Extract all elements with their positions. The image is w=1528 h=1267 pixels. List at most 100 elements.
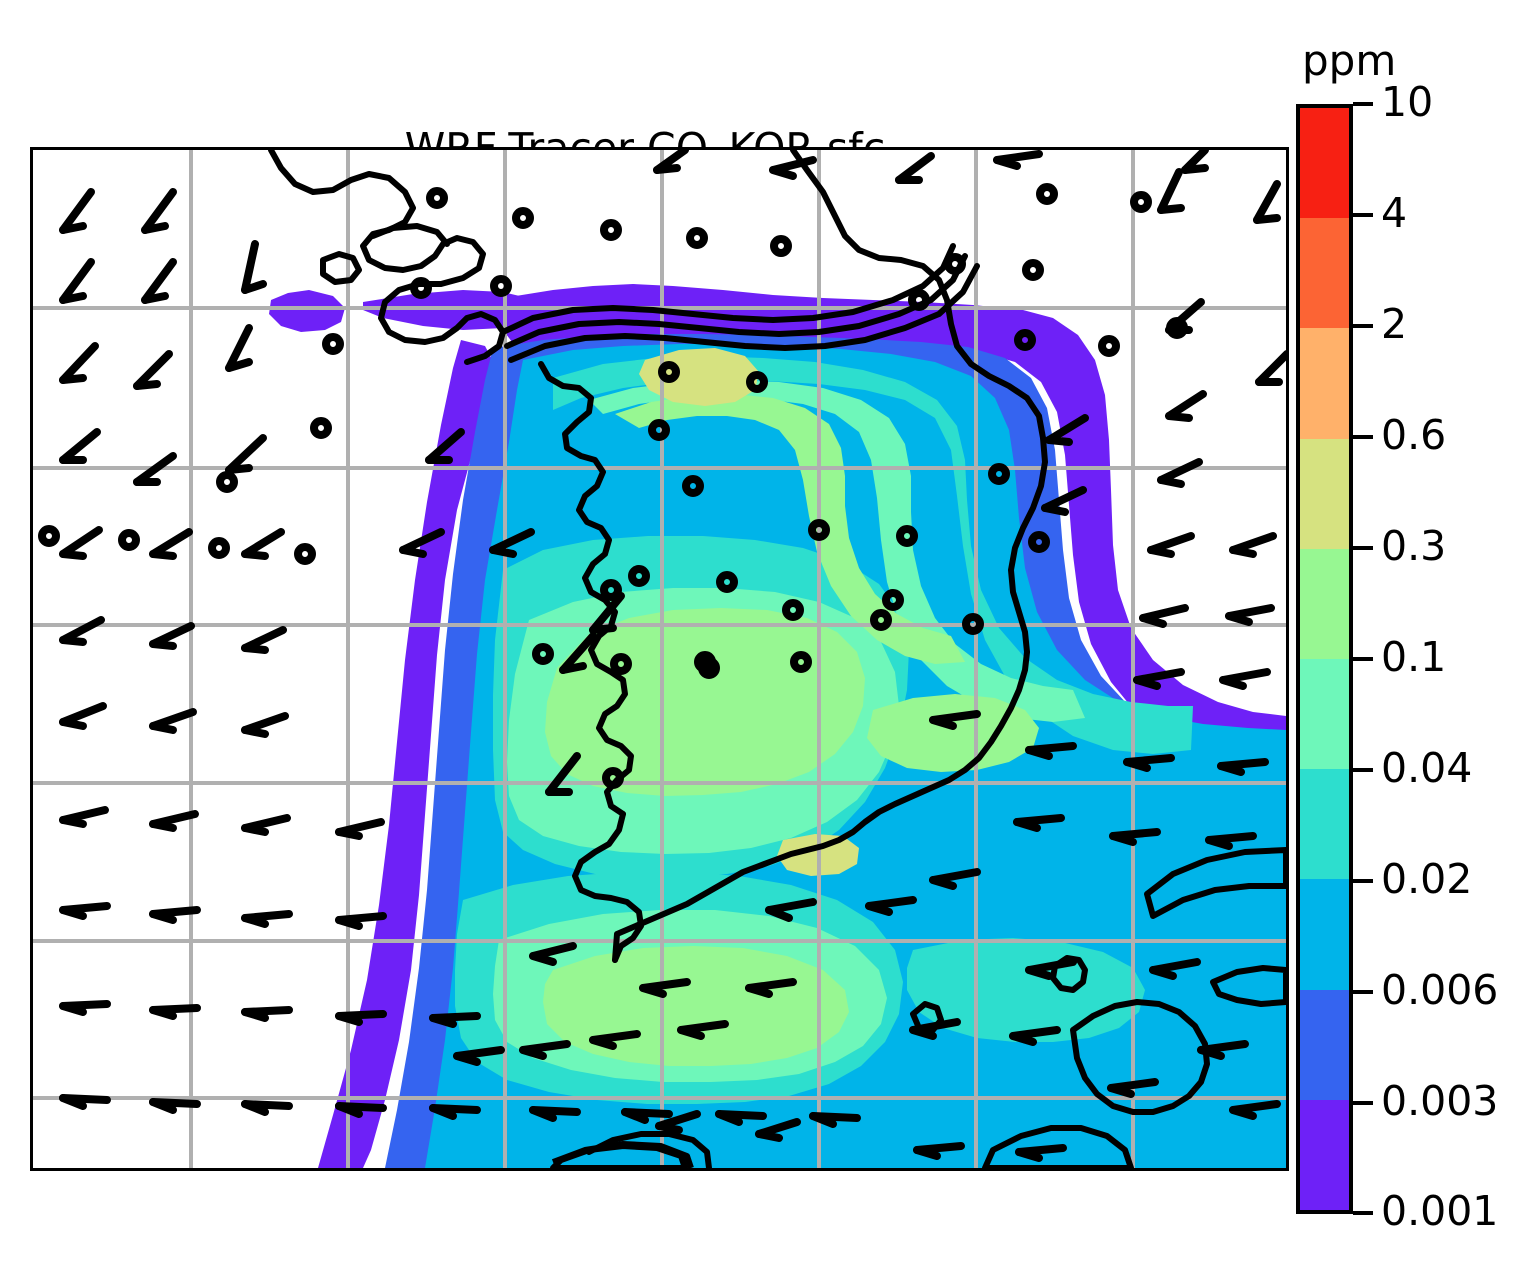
- wind-barb: [1149, 958, 1201, 980]
- contour-band-0.001: [269, 284, 1286, 1168]
- wind-barb: [545, 752, 581, 796]
- colorbar-tick-label: 0.3: [1381, 522, 1447, 570]
- wind-barb: [1015, 1144, 1067, 1162]
- calm-circle: [512, 207, 534, 229]
- calm-circle: [118, 529, 140, 551]
- colorbar-tick: [1353, 657, 1373, 661]
- colorbar-unit-label: ppm: [1302, 36, 1397, 85]
- wind-barb: [1107, 1078, 1159, 1098]
- wind-barb: [141, 258, 177, 304]
- calm-circle: [686, 227, 708, 249]
- wind-barb: [149, 1098, 201, 1114]
- calm-circle: [410, 277, 432, 299]
- wind-barb: [677, 1020, 729, 1040]
- calm-circle: [694, 651, 716, 673]
- colorbar-tick-label: 0.003: [1381, 1077, 1499, 1125]
- calm-circle: [322, 333, 344, 355]
- calm-circle: [208, 537, 230, 559]
- wind-barb: [1123, 754, 1175, 772]
- wind-barb: [1205, 832, 1257, 850]
- colorbar-tick: [1353, 213, 1373, 217]
- colorbar-tick-label: 0.04: [1381, 744, 1473, 792]
- border-dmz-line-3: [508, 263, 980, 363]
- colorbar-band: [1300, 769, 1349, 880]
- wind-barb: [59, 1094, 111, 1110]
- wind-barb: [149, 1004, 201, 1020]
- wind-barb: [519, 1040, 571, 1060]
- calm-circle: [610, 653, 632, 675]
- calm-circle: [782, 599, 804, 621]
- wind-barb: [453, 1046, 505, 1066]
- wind-barb: [59, 342, 99, 384]
- wind-barb: [1025, 742, 1077, 760]
- border-dmz-line-1: [500, 243, 956, 335]
- coastline-shandong-peninsula: [320, 251, 362, 285]
- coastline-china-se: [586, 1131, 712, 1168]
- calm-circle: [532, 643, 554, 665]
- calm-circle: [716, 571, 738, 593]
- coastline-japan-south-islands: [982, 1125, 1134, 1168]
- wind-barb: [59, 1000, 111, 1016]
- colorbar-tick: [1353, 1211, 1373, 1215]
- wind-barb: [745, 978, 797, 998]
- wind-barb: [149, 622, 195, 650]
- colorbar-tick-label: 0.001: [1381, 1187, 1499, 1235]
- map-gridlines: [33, 150, 1286, 1168]
- wind-barb: [1229, 1100, 1281, 1120]
- calm-circle: [38, 525, 60, 547]
- colorbar-tick: [1353, 102, 1373, 106]
- calm-circle: [310, 417, 332, 439]
- wind-barb: [149, 810, 199, 832]
- calm-circle: [944, 253, 966, 275]
- wind-barb: [429, 1012, 481, 1028]
- calm-circle: [1022, 259, 1044, 281]
- colorbar-tick: [1353, 768, 1373, 772]
- wind-barb: [1133, 668, 1185, 690]
- wind-barb: [715, 1110, 767, 1126]
- coastline-sk-west: [538, 361, 634, 817]
- colorbar-tick: [1353, 324, 1373, 328]
- wind-barb: [335, 1010, 387, 1026]
- wind-barb: [909, 1018, 961, 1040]
- wind-barb: [241, 910, 293, 928]
- wind-barb: [1229, 532, 1277, 558]
- wind-barb: [59, 188, 95, 234]
- wind-barb: [589, 1030, 641, 1050]
- wind-barb: [809, 1112, 861, 1128]
- wind-barb: [241, 1006, 293, 1022]
- wind-barb: [913, 1142, 965, 1160]
- calm-circle: [790, 651, 812, 673]
- wind-barb: [1157, 458, 1203, 488]
- calm-circle: [1028, 531, 1050, 553]
- coastline-china-north: [268, 150, 506, 365]
- colorbar-tick-label: 2: [1381, 300, 1408, 348]
- wind-barb: [241, 1100, 293, 1116]
- wind-barb: [529, 942, 577, 966]
- calm-circle: [1166, 317, 1188, 339]
- wind-barb: [529, 1106, 581, 1122]
- wind-barb: [993, 150, 1043, 170]
- colorbar-tick: [1353, 546, 1373, 550]
- map-svg: [33, 150, 1286, 1168]
- calm-circle: [962, 613, 984, 635]
- calm-circle: [1036, 183, 1058, 205]
- coastline-sk-south: [572, 811, 644, 963]
- wind-barb: [59, 428, 101, 464]
- wind-barb: [149, 906, 201, 924]
- wind-barb: [1013, 814, 1065, 832]
- wind-barb: [241, 814, 291, 836]
- map-plot-area[interactable]: [30, 147, 1289, 1171]
- colorbar-tick: [1353, 990, 1373, 994]
- colorbar[interactable]: [1296, 104, 1353, 1214]
- island-outline-west-sea: [551, 1141, 694, 1168]
- wind-barb: [1041, 486, 1087, 516]
- wind-barb: [133, 452, 177, 486]
- wind-barb: [1109, 828, 1161, 846]
- calm-circle: [602, 767, 624, 789]
- wind-barb: [653, 150, 689, 174]
- wind-barb: [895, 152, 935, 184]
- colorbar-tick: [1353, 879, 1373, 883]
- wind-barb: [639, 978, 691, 998]
- wind-barb: [335, 818, 385, 840]
